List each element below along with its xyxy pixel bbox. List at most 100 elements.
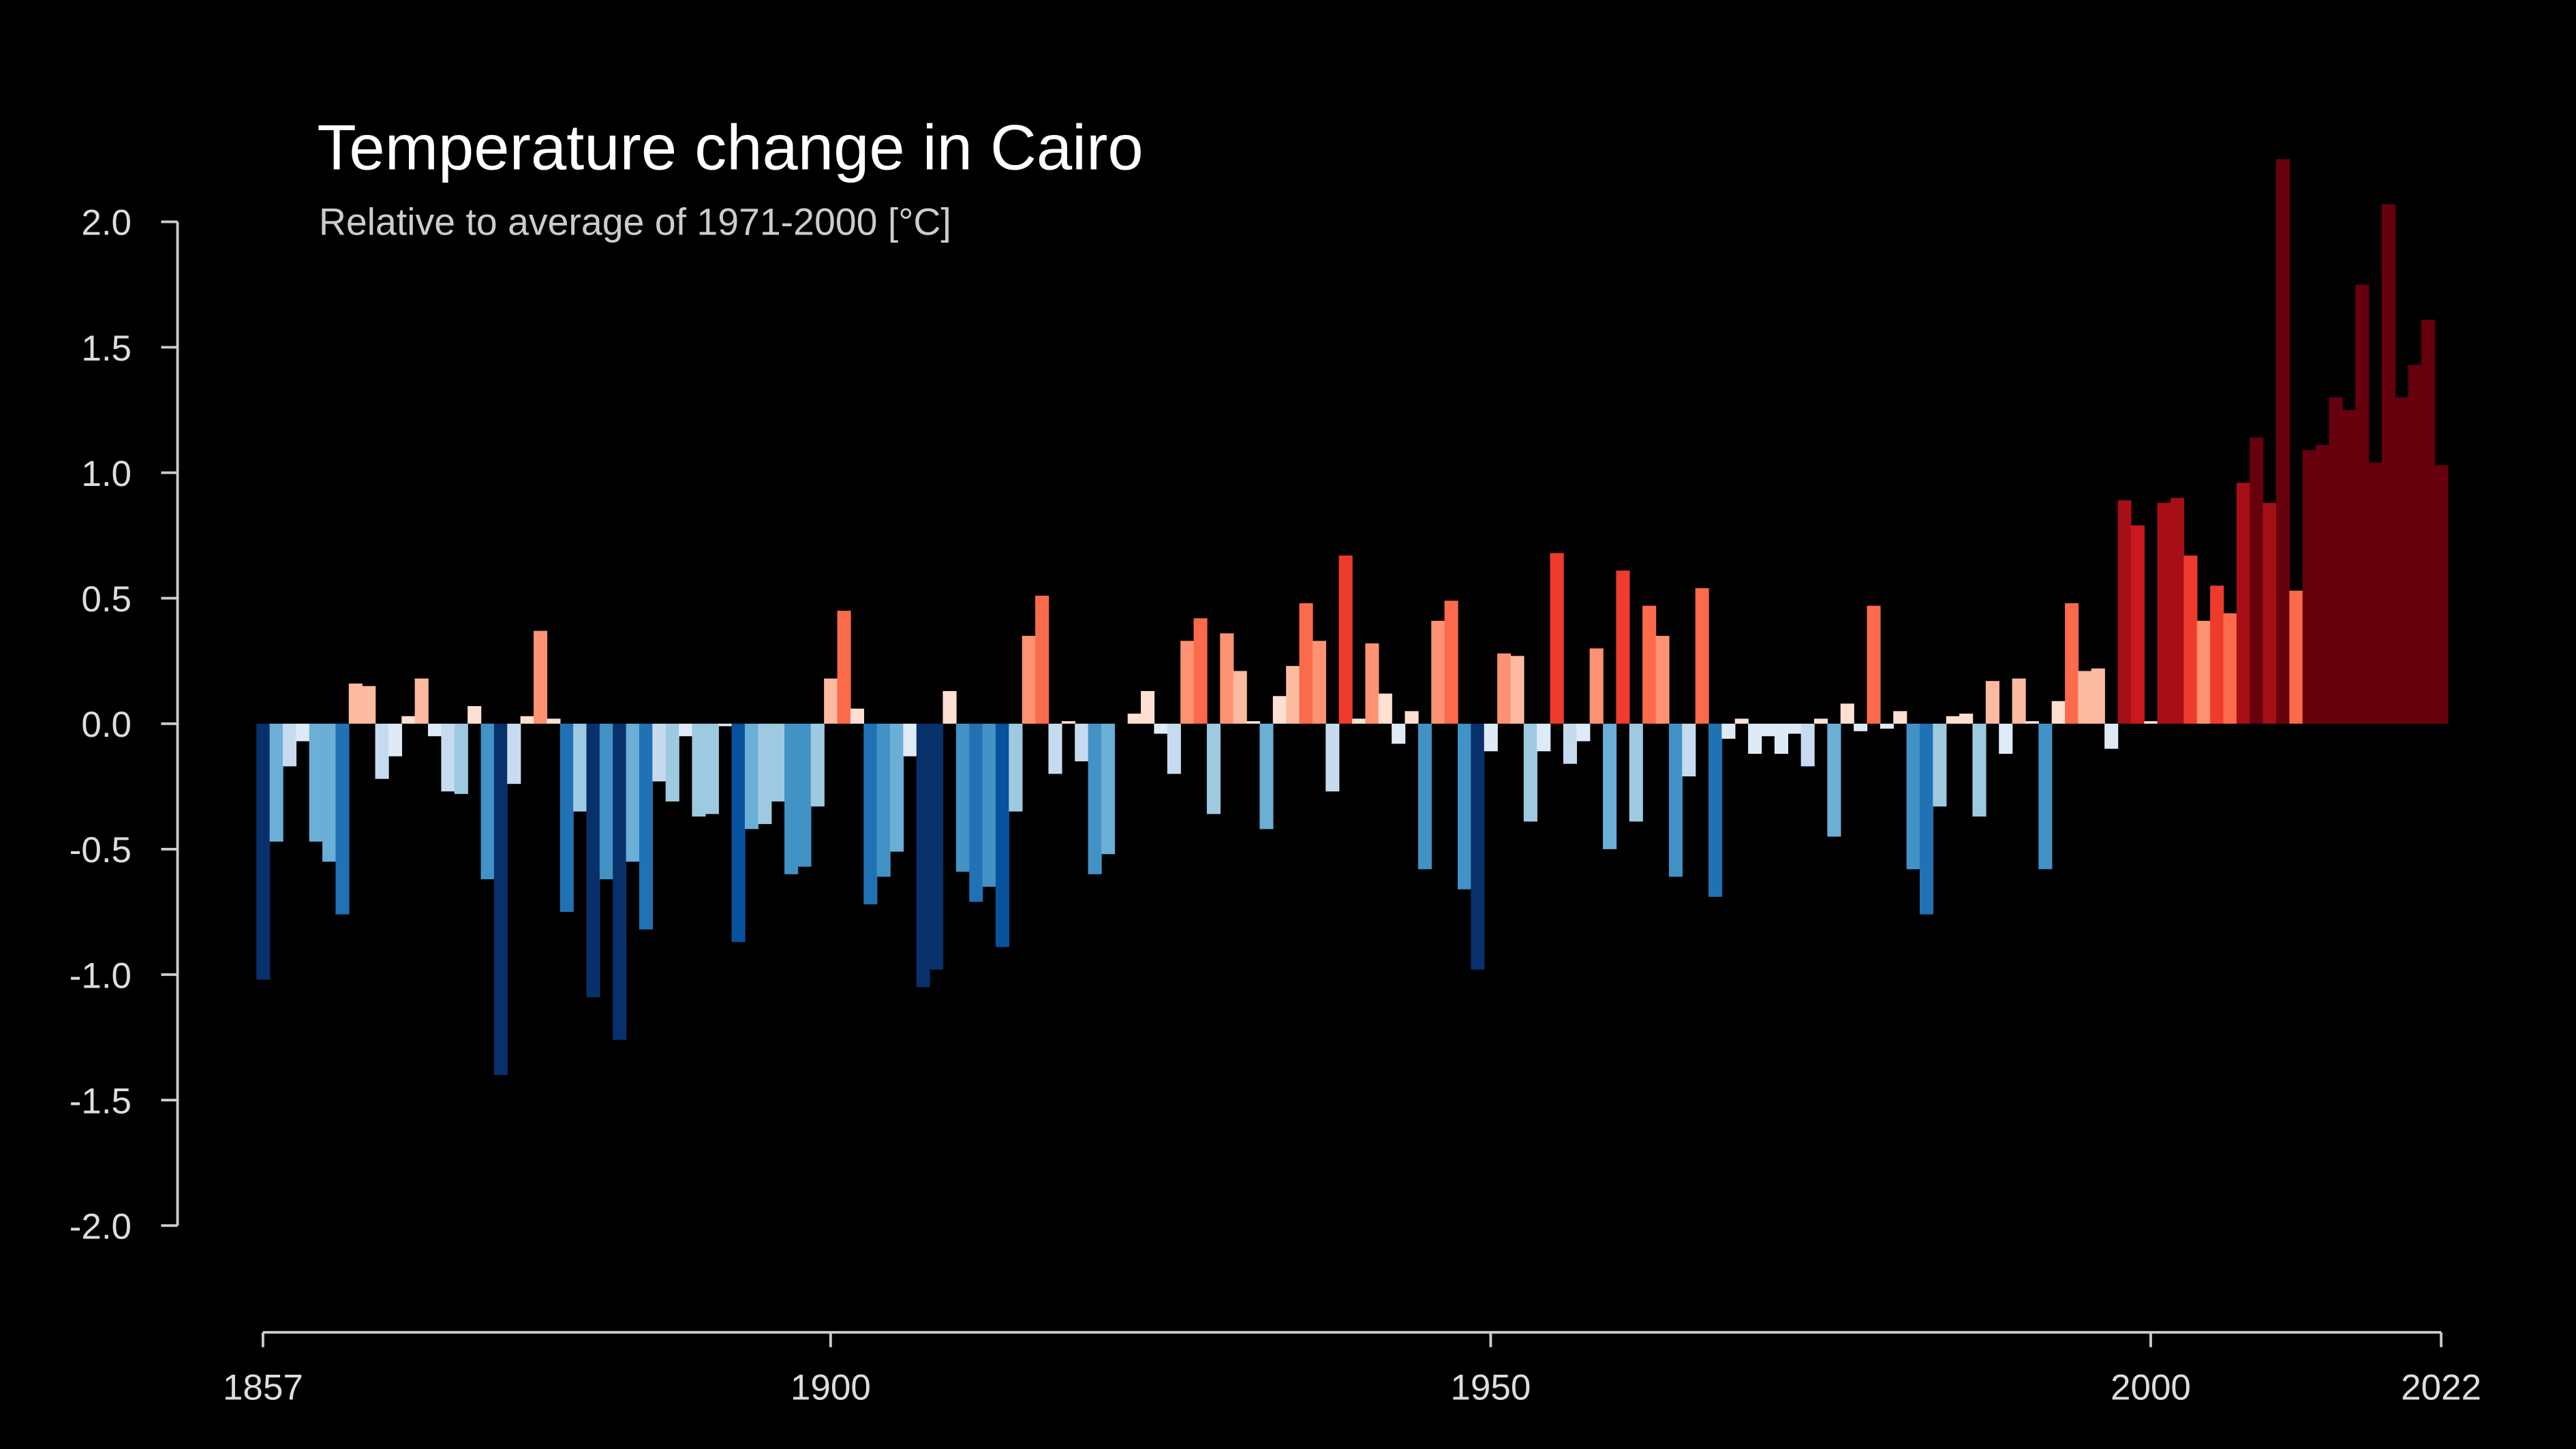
bar	[1075, 723, 1089, 762]
bar	[1827, 723, 1841, 837]
bar	[1721, 723, 1736, 739]
bar	[269, 723, 283, 842]
x-tick-label: 1950	[1450, 1368, 1531, 1408]
bar	[1193, 618, 1208, 724]
bar	[256, 723, 271, 980]
bar	[480, 723, 495, 880]
bar	[626, 723, 640, 862]
bar	[824, 678, 838, 724]
bar	[771, 723, 785, 802]
bar	[784, 723, 799, 874]
bar	[1880, 723, 1894, 729]
bar	[2104, 723, 2119, 749]
bar	[1009, 723, 1023, 812]
bar	[890, 723, 904, 852]
bar	[507, 723, 521, 784]
bar	[903, 723, 917, 757]
bar	[454, 723, 468, 794]
bar	[1154, 723, 1168, 734]
bar	[2012, 678, 2026, 724]
bar	[1206, 723, 1221, 814]
bar	[679, 723, 693, 737]
bar	[639, 723, 654, 930]
bar	[863, 723, 878, 904]
bar	[322, 723, 337, 862]
bar	[2368, 462, 2382, 724]
bar	[850, 708, 864, 724]
bar	[1299, 603, 1313, 724]
y-tick-label: 2.0	[81, 203, 132, 243]
bar	[586, 723, 600, 998]
bar	[1312, 641, 1326, 724]
bar	[1088, 723, 1102, 874]
bar	[1933, 723, 1947, 807]
bar	[718, 723, 733, 727]
bar	[441, 723, 455, 792]
bar	[1484, 723, 1498, 752]
bar	[1748, 723, 1762, 754]
y-tick-label: 1.5	[81, 329, 132, 369]
bar	[1788, 723, 1802, 734]
bar	[837, 611, 851, 724]
bar	[2263, 502, 2277, 724]
bar	[375, 723, 389, 779]
bar	[309, 723, 323, 842]
bar	[2408, 365, 2422, 724]
bar	[692, 723, 706, 817]
bar	[1734, 718, 1749, 724]
bar	[1471, 723, 1485, 970]
bar	[1365, 643, 1379, 724]
bar	[758, 723, 772, 825]
bar	[1141, 690, 1155, 724]
y-tick-label: -2.0	[70, 1206, 132, 1247]
bar	[2395, 397, 2409, 724]
bar	[1523, 723, 1537, 822]
bar	[797, 723, 812, 867]
bar	[1220, 633, 1234, 724]
y-tick-label: 0.0	[81, 705, 132, 745]
bar	[2051, 701, 2066, 724]
bar	[1642, 605, 1657, 724]
bar	[1563, 723, 1578, 764]
bar	[2421, 320, 2436, 724]
bar	[2302, 450, 2316, 724]
bar	[1259, 723, 1274, 829]
bar	[2223, 613, 2237, 724]
bar	[744, 723, 759, 829]
bar	[2210, 585, 2224, 724]
bar	[1813, 718, 1828, 724]
bar	[533, 630, 548, 724]
bar	[705, 723, 719, 814]
bar	[599, 723, 613, 880]
bar	[1048, 723, 1062, 774]
bar	[573, 723, 587, 812]
bar	[1774, 723, 1788, 754]
y-tick-label: 1.0	[81, 454, 132, 494]
bar	[2196, 620, 2211, 724]
bar	[1629, 723, 1643, 822]
bar	[1655, 635, 1670, 724]
bar	[1180, 641, 1195, 724]
y-tick-label: -1.5	[70, 1081, 132, 1121]
bar	[2025, 721, 2040, 724]
bar	[731, 723, 746, 943]
x-tick-label: 2022	[2401, 1368, 2481, 1408]
bar	[2329, 397, 2343, 724]
bar	[1893, 711, 1907, 724]
bar	[1985, 681, 1999, 724]
bar	[388, 723, 403, 757]
bar	[2289, 590, 2303, 724]
bar	[1417, 723, 1432, 870]
bar	[520, 716, 534, 724]
bar	[2078, 671, 2092, 724]
bar	[665, 723, 679, 802]
y-tick-label: 0.5	[81, 579, 132, 620]
bar	[1061, 721, 1075, 724]
bar	[2157, 502, 2171, 724]
bar	[2236, 483, 2250, 724]
bar	[335, 723, 350, 915]
bar	[282, 723, 297, 767]
bar	[1444, 600, 1458, 724]
bar	[2381, 204, 2396, 724]
